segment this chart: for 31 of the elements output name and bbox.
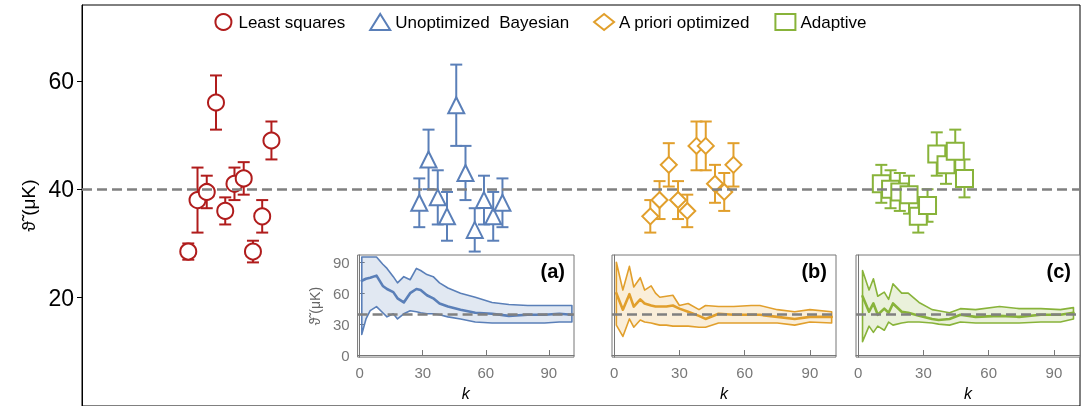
x-axis-title: k	[964, 384, 973, 402]
x-tick-label: 30	[671, 364, 688, 382]
y-axis-title: ϑ̃ (μK)	[307, 286, 323, 326]
x-tick-label: 30	[915, 364, 932, 382]
y-tick-label: 40	[48, 176, 74, 203]
y-axis-title: ϑ̃ (μK)	[17, 179, 39, 232]
x-tick-label: 60	[736, 364, 753, 382]
chart-title: (a)	[540, 260, 566, 282]
x-axis-title: k	[461, 384, 471, 402]
x-tick-label: 0	[610, 364, 619, 382]
x-tick-label: 30	[414, 364, 432, 382]
y-tick-label: 30	[332, 315, 350, 333]
x-axis-title: k	[720, 384, 729, 402]
chart-title: (c)	[1046, 260, 1072, 282]
legend-label: Least squares	[238, 12, 346, 32]
x-tick-label: 90	[1045, 364, 1063, 382]
legend-label: Unoptimized Bayesian	[395, 12, 570, 32]
y-tick-label: 90	[332, 253, 350, 271]
legend-label: A priori optimized	[619, 12, 750, 32]
y-tick-label: 0	[341, 346, 350, 364]
legend-label: Adaptive	[800, 12, 867, 32]
y-tick-label: 20	[48, 284, 74, 311]
x-tick-label: 90	[801, 364, 819, 382]
x-tick-label: 60	[477, 364, 495, 382]
chart-title: (b)	[801, 260, 828, 282]
x-tick-label: 60	[980, 364, 997, 382]
x-tick-label: 0	[854, 364, 863, 382]
x-tick-label: 0	[355, 364, 364, 382]
x-tick-label: 90	[540, 364, 558, 382]
y-tick-label: 60	[332, 284, 350, 302]
y-tick-label: 60	[48, 67, 74, 94]
